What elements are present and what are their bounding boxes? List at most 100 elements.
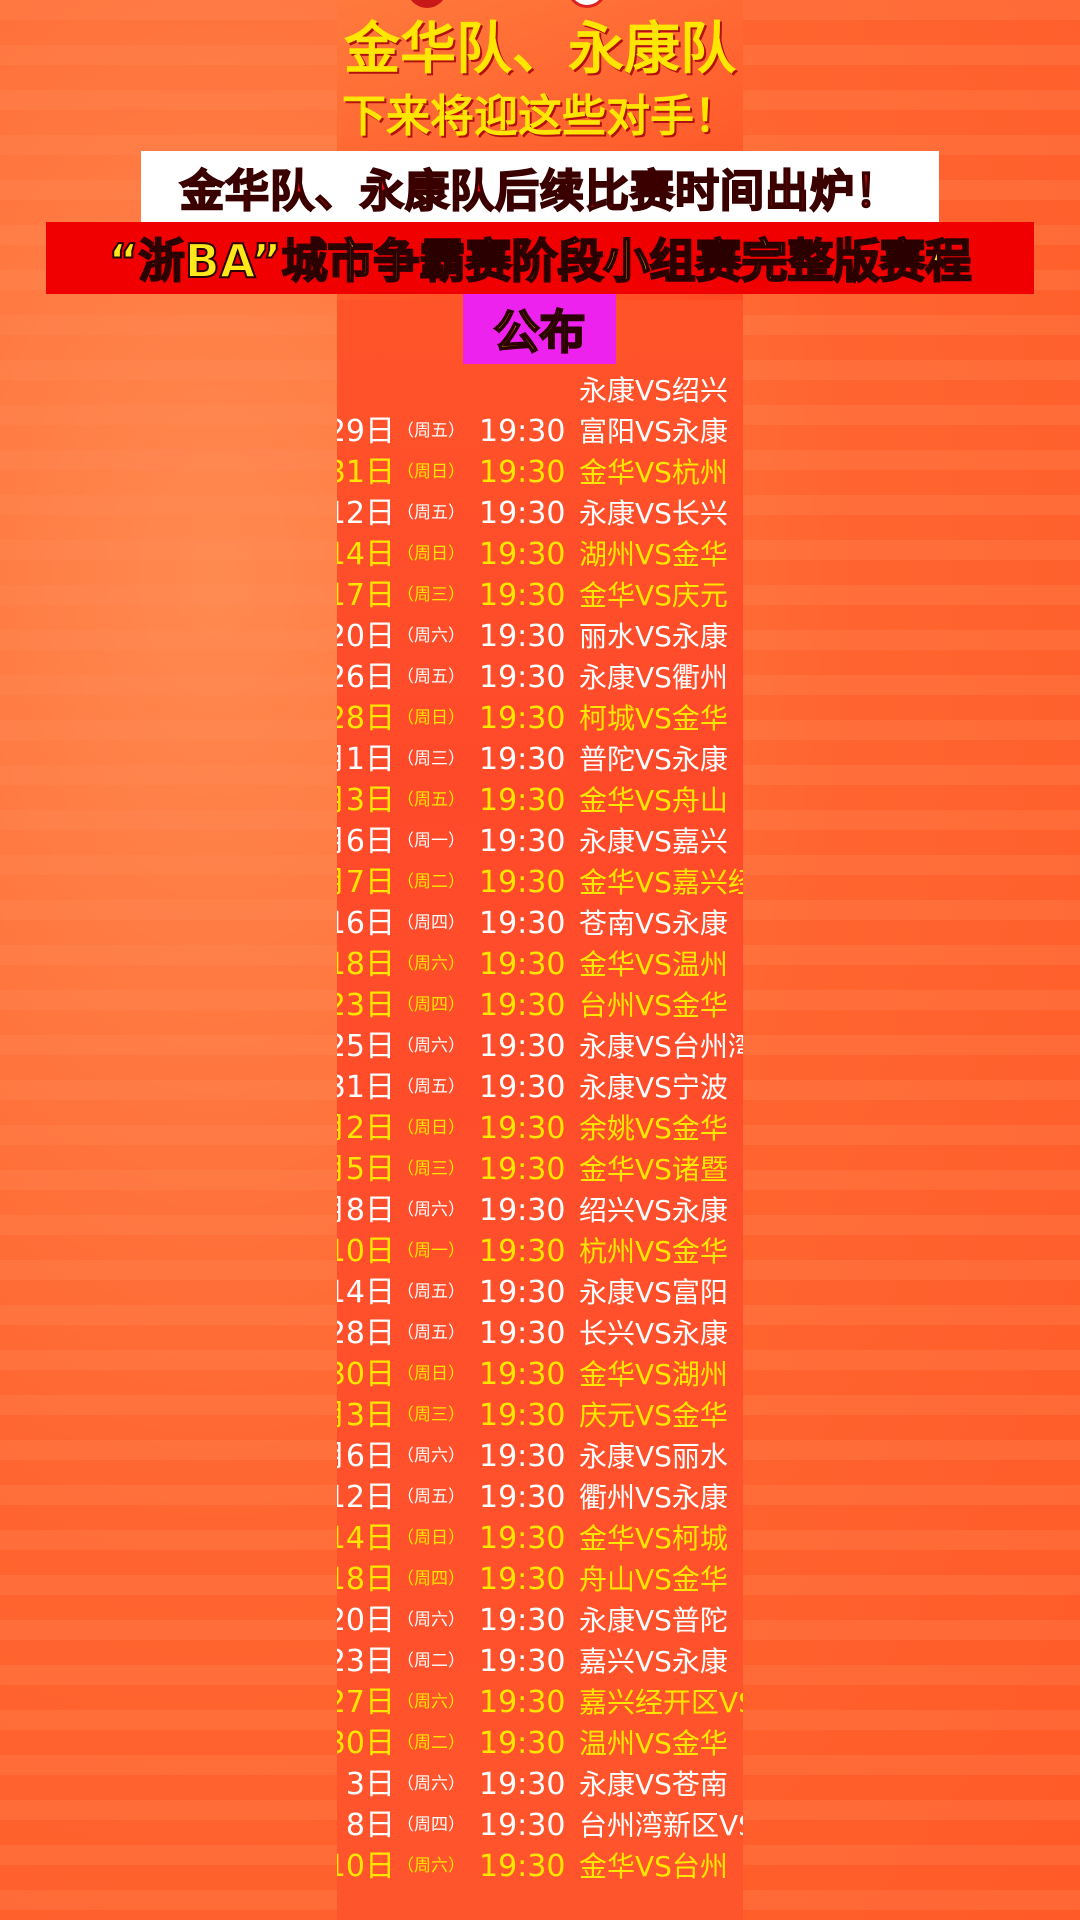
schedule-row: 23日（周二） 19:30 嘉兴VS永康 <box>337 1641 743 1682</box>
row-date: 29日 <box>337 414 395 449</box>
row-date: 14日 <box>337 1521 395 1556</box>
row-time: 19:30 <box>479 1439 566 1474</box>
row-time: 19:30 <box>479 414 566 449</box>
row-time: 19:30 <box>479 865 566 900</box>
row-match: 金华VS柯城 <box>579 1522 728 1555</box>
row-weekday: （周五） <box>397 790 465 810</box>
schedule-row: 月2日（周日） 19:30 余姚VS金华 <box>337 1108 743 1149</box>
row-match: 永康VS嘉兴 <box>579 825 728 858</box>
row-date: 8日 <box>345 1808 395 1843</box>
row-time: 19:30 <box>479 1152 566 1187</box>
schedule-row: 月1日（周三） 19:30 普陀VS永康 <box>337 739 743 780</box>
schedule-row: 永康VS绍兴 <box>337 370 743 411</box>
row-match: 永康VS绍兴 <box>579 374 728 407</box>
schedule-row: 31日（周日） 19:30 金华VS杭州 <box>337 452 743 493</box>
tag: 公布 <box>493 304 587 360</box>
schedule-row: 28日（周五） 19:30 长兴VS永康 <box>337 1313 743 1354</box>
poster-subtitle: 下来将迎这些对手！ <box>342 91 738 142</box>
schedule-row: 月6日（周一） 19:30 永康VS嘉兴 <box>337 821 743 862</box>
row-date: 31日 <box>337 1070 395 1105</box>
row-date: 28日 <box>337 1316 395 1351</box>
schedule-row: 16日（周四） 19:30 苍南VS永康 <box>337 903 743 944</box>
row-date: 27日 <box>337 1685 395 1720</box>
row-time: 19:30 <box>479 537 566 572</box>
row-weekday: （周日） <box>397 1118 465 1138</box>
schedule-row: 29日（周五） 19:30 富阳VS永康 <box>337 411 743 452</box>
row-time: 19:30 <box>479 1111 566 1146</box>
row-weekday: （周六） <box>397 954 465 974</box>
schedule-row: 月6日（周六） 19:30 永康VS丽水 <box>337 1436 743 1477</box>
row-time: 19:30 <box>479 1808 566 1843</box>
row-match: 普陀VS永康 <box>579 743 728 776</box>
row-time: 19:30 <box>479 742 566 777</box>
row-weekday: （周日） <box>397 544 465 564</box>
row-time: 19:30 <box>479 1316 566 1351</box>
row-time: 19:30 <box>479 1562 566 1597</box>
headline-banner: 金华队、永康队后续比赛时间出炉！ <box>141 151 939 222</box>
row-match: 台州湾新区VS永康 <box>579 1809 743 1842</box>
row-weekday: （周日） <box>397 462 465 482</box>
schedule-poster: 金华队、永康队 下来将迎这些对手！ 永康VS绍兴 29日 （周五） 19:30 富阳VS… <box>337 0 743 1920</box>
row-match: 金华VS杭州 <box>579 456 728 489</box>
headline: 金华队、永康队后续比赛时间出炉！ <box>179 165 900 218</box>
row-date: 12日 <box>337 1480 395 1515</box>
row-time: 19:30 <box>479 1726 566 1761</box>
row-weekday: （周六） <box>397 1856 465 1876</box>
row-match: 金华VS嘉兴经开区 <box>579 866 743 899</box>
row-match: 金华VS庆元 <box>579 579 728 612</box>
row-date: 30日 <box>337 1357 395 1392</box>
row-date: 30日 <box>337 1726 395 1761</box>
schedule-row: 26日（周五） 19:30 永康VS衢州 <box>337 657 743 698</box>
row-match: 柯城VS金华 <box>579 702 728 735</box>
row-match: 长兴VS永康 <box>579 1317 728 1350</box>
schedule-row: 31日（周五） 19:30 永康VS宁波 <box>337 1067 743 1108</box>
schedule-row: 20日（周六） 19:30 丽水VS永康 <box>337 616 743 657</box>
row-match: 金华VS温州 <box>579 948 728 981</box>
poster-title: 金华队、永康队 <box>344 17 736 82</box>
row-date: 20日 <box>337 619 395 654</box>
schedule-row: 月5日（周三） 19:30 金华VS诸暨 <box>337 1149 743 1190</box>
tag-banner: 公布 <box>463 294 616 364</box>
row-time: 19:30 <box>479 1685 566 1720</box>
schedule-row: 25日（周六） 19:30 永康VS台州湾新区 <box>337 1026 743 1067</box>
row-date: 14日 <box>337 537 395 572</box>
schedule-row: 14日（周日） 19:30 湖州VS金华 <box>337 534 743 575</box>
row-time: 19:30 <box>479 1480 566 1515</box>
row-date: 26日 <box>337 660 395 695</box>
basketball-icon <box>407 0 447 8</box>
schedule-row: 月3日（周三） 19:30 庆元VS金华 <box>337 1395 743 1436</box>
schedule-row: 23日（周四） 19:30 台州VS金华 <box>337 985 743 1026</box>
row-weekday: （周六） <box>397 1446 465 1466</box>
row-weekday: （周六） <box>397 626 465 646</box>
schedule-row: 12日（周五） 19:30 衢州VS永康 <box>337 1477 743 1518</box>
schedule-row: 18日（周六） 19:30 金华VS温州 <box>337 944 743 985</box>
row-weekday: （周四） <box>397 1569 465 1589</box>
row-date: 月6日 <box>337 1439 395 1474</box>
row-match: 永康VS普陀 <box>579 1604 728 1637</box>
row-date: 12日 <box>337 496 395 531</box>
row-date: 14日 <box>337 1275 395 1310</box>
schedule-row: 月7日（周二） 19:30 金华VS嘉兴经开区 <box>337 862 743 903</box>
row-weekday: （周五） <box>397 503 465 523</box>
basketball-icon <box>567 0 607 8</box>
schedule-row: 10日（周一） 19:30 杭州VS金华 <box>337 1231 743 1272</box>
row-weekday: （周三） <box>397 1405 465 1425</box>
row-time: 19:30 <box>479 824 566 859</box>
row-match: 苍南VS永康 <box>579 907 728 940</box>
row-match: 杭州VS金华 <box>579 1235 728 1268</box>
schedule-row: 17日（周三） 19:30 金华VS庆元 <box>337 575 743 616</box>
schedule-row: 14日（周五） 19:30 永康VS富阳 <box>337 1272 743 1313</box>
row-weekday: （周六） <box>397 1692 465 1712</box>
row-time: 19:30 <box>479 1398 566 1433</box>
row-match: 金华VS舟山 <box>579 784 728 817</box>
row-match: 富阳VS永康 <box>579 415 728 448</box>
row-match: 金华VS台州 <box>579 1850 728 1883</box>
row-match: 永康VS衢州 <box>579 661 728 694</box>
schedule-row: 8日（周四） 19:30 台州湾新区VS永康 <box>337 1805 743 1846</box>
row-weekday: （周六） <box>397 1774 465 1794</box>
row-match: 嘉兴VS永康 <box>579 1645 728 1678</box>
row-weekday: （周五） <box>397 1077 465 1097</box>
row-weekday: （周三） <box>397 749 465 769</box>
row-weekday: （周二） <box>397 872 465 892</box>
row-time: 19:30 <box>479 496 566 531</box>
